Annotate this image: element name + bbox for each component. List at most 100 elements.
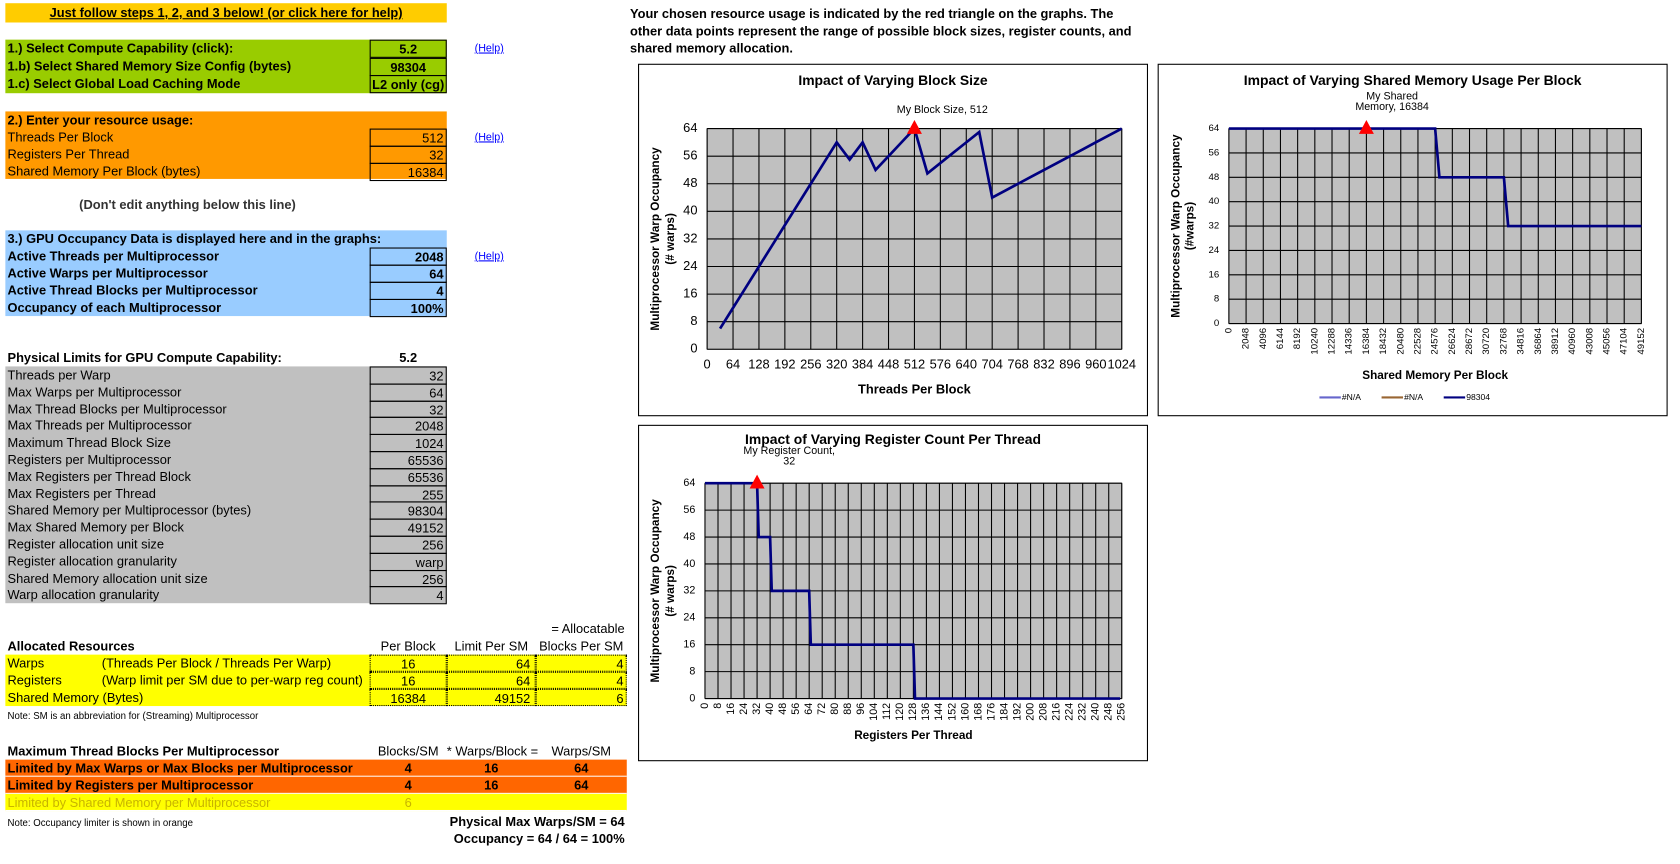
x-tick-label: 64: [726, 357, 740, 372]
input-cell[interactable]: 32: [369, 145, 447, 164]
label: Max Registers per Thread: [7, 485, 156, 501]
legend-label: #N/A: [1404, 392, 1423, 402]
label: Limited by Registers per Multiprocessor: [7, 777, 254, 793]
input-cell[interactable]: 512: [369, 128, 447, 147]
x-tick-label: 104: [868, 703, 880, 721]
input-cell[interactable]: 16384: [369, 162, 447, 182]
label: Shared Memory (Bytes): [7, 689, 144, 705]
value-cell: 64: [446, 671, 536, 689]
x-tick-label: 512: [904, 357, 925, 372]
label: Max Shared Memory per Block: [7, 519, 184, 535]
help-banner[interactable]: Just follow steps 1, 2, and 3 below! (or…: [5, 3, 447, 23]
column-header: Maximum Thread Blocks Per Multiprocessor: [7, 743, 279, 759]
x-tick-label: 832: [1033, 357, 1054, 372]
y-axis-title: Multiprocessor Warp Occupancy: [649, 499, 662, 683]
value-cell: 256: [369, 535, 447, 554]
x-tick-label: 208: [1037, 703, 1049, 721]
value-cell: 64: [574, 777, 589, 793]
x-tick-label: 152: [946, 703, 958, 721]
x-tick-label: 640: [956, 357, 977, 372]
series-line: [1228, 127, 1642, 228]
x-tick-label: 168: [972, 703, 984, 721]
input-cell[interactable]: 98304: [369, 57, 447, 76]
x-tick-label: 216: [1050, 703, 1062, 721]
x-tick-label: 1024: [1107, 357, 1136, 372]
y-axis-title: (#warps): [1183, 202, 1196, 250]
x-tick-label: 48: [777, 703, 789, 715]
value-cell: 64: [369, 264, 447, 283]
x-tick-label: 176: [985, 703, 997, 721]
summary: Occupancy = 64 / 64 = 100%: [453, 831, 625, 847]
value-cell: 65536: [369, 451, 447, 470]
x-tick-label: 112: [881, 703, 893, 720]
x-tick-label: 34816: [1516, 328, 1527, 355]
value-cell: 4: [404, 777, 412, 793]
x-tick-label: 88: [842, 703, 854, 715]
label: Registers: [7, 672, 62, 688]
x-tick-label: 47104: [1619, 327, 1630, 354]
x-tick-label: 704: [981, 357, 1002, 372]
y-tick-label: 48: [683, 531, 695, 543]
value-cell: 255: [369, 484, 447, 503]
x-tick-label: 26624: [1447, 327, 1458, 354]
input-cell[interactable]: L2 only (cg): [369, 75, 447, 94]
y-tick-label: 0: [690, 341, 697, 356]
value-cell: 4: [369, 586, 447, 605]
column-header: Warps/SM: [551, 743, 611, 759]
column-header: Blocks/SM: [377, 743, 439, 759]
y-tick-label: 40: [683, 558, 695, 570]
x-tick-label: 0: [699, 703, 711, 709]
x-tick-label: 12288: [1327, 328, 1338, 355]
value-cell: 49152: [446, 688, 536, 707]
x-tick-label: 16384: [1361, 327, 1372, 354]
note: Note: SM is an abbreviation for (Streami…: [7, 710, 259, 722]
value-cell: 2048: [369, 247, 447, 266]
column-header: Limit Per SM: [454, 638, 529, 654]
x-tick-label: 4096: [1258, 328, 1269, 349]
x-tick-label: 960: [1085, 357, 1106, 372]
y-axis-title: (# warps): [664, 565, 677, 617]
label: Active Threads per Multiprocessor: [7, 248, 219, 264]
x-tick-label: 32: [751, 703, 763, 715]
value-cell: 4: [535, 654, 627, 672]
description: (Threads Per Block / Threads Per Warp): [101, 655, 332, 671]
label: Warps: [7, 655, 45, 671]
value-cell: 6: [535, 688, 627, 707]
x-tick-label: 128: [907, 703, 919, 721]
x-tick-label: 10240: [1309, 328, 1320, 355]
y-tick-label: 48: [1209, 172, 1220, 183]
marker-annotation: My Block Size, 512: [897, 104, 988, 116]
value-cell: 32: [369, 400, 447, 419]
value-cell: 100%: [369, 298, 447, 318]
divider-note: (Don't edit anything below this line): [79, 197, 296, 213]
x-tick-label: 14336: [1344, 328, 1355, 355]
y-tick-label: 8: [1214, 294, 1219, 305]
y-tick-label: 16: [1209, 269, 1220, 280]
label: 1.b) Select Shared Memory Size Config (b…: [7, 58, 292, 74]
label: Shared Memory allocation unit size: [7, 570, 208, 586]
x-tick-label: 38912: [1550, 328, 1561, 355]
x-tick-label: 224: [1063, 703, 1075, 721]
value-cell: 16: [484, 777, 499, 793]
help-link[interactable]: (Help): [474, 131, 504, 144]
y-tick-label: 40: [683, 203, 697, 218]
section-bg: [5, 654, 627, 707]
x-tick-label: 0: [1223, 328, 1234, 333]
help-link[interactable]: (Help): [474, 250, 504, 263]
x-tick-label: 45056: [1602, 328, 1613, 355]
graph-note: other data points represent the range of…: [629, 23, 1132, 39]
y-tick-label: 16: [683, 639, 695, 651]
input-cell[interactable]: 5.2: [369, 39, 447, 58]
x-tick-label: 240: [1090, 703, 1102, 721]
y-tick-label: 32: [1209, 221, 1220, 232]
help-link[interactable]: (Help): [474, 42, 504, 55]
y-tick-label: 8: [689, 665, 695, 677]
legend-label: 98304: [1466, 392, 1490, 402]
label: Shared Memory Per Block (bytes): [7, 163, 201, 179]
value-cell: 256: [369, 569, 447, 588]
x-tick-label: 20480: [1395, 328, 1406, 355]
x-tick-label: 192: [774, 357, 795, 372]
selection-marker: [906, 119, 922, 134]
x-tick-label: 0: [704, 357, 711, 372]
